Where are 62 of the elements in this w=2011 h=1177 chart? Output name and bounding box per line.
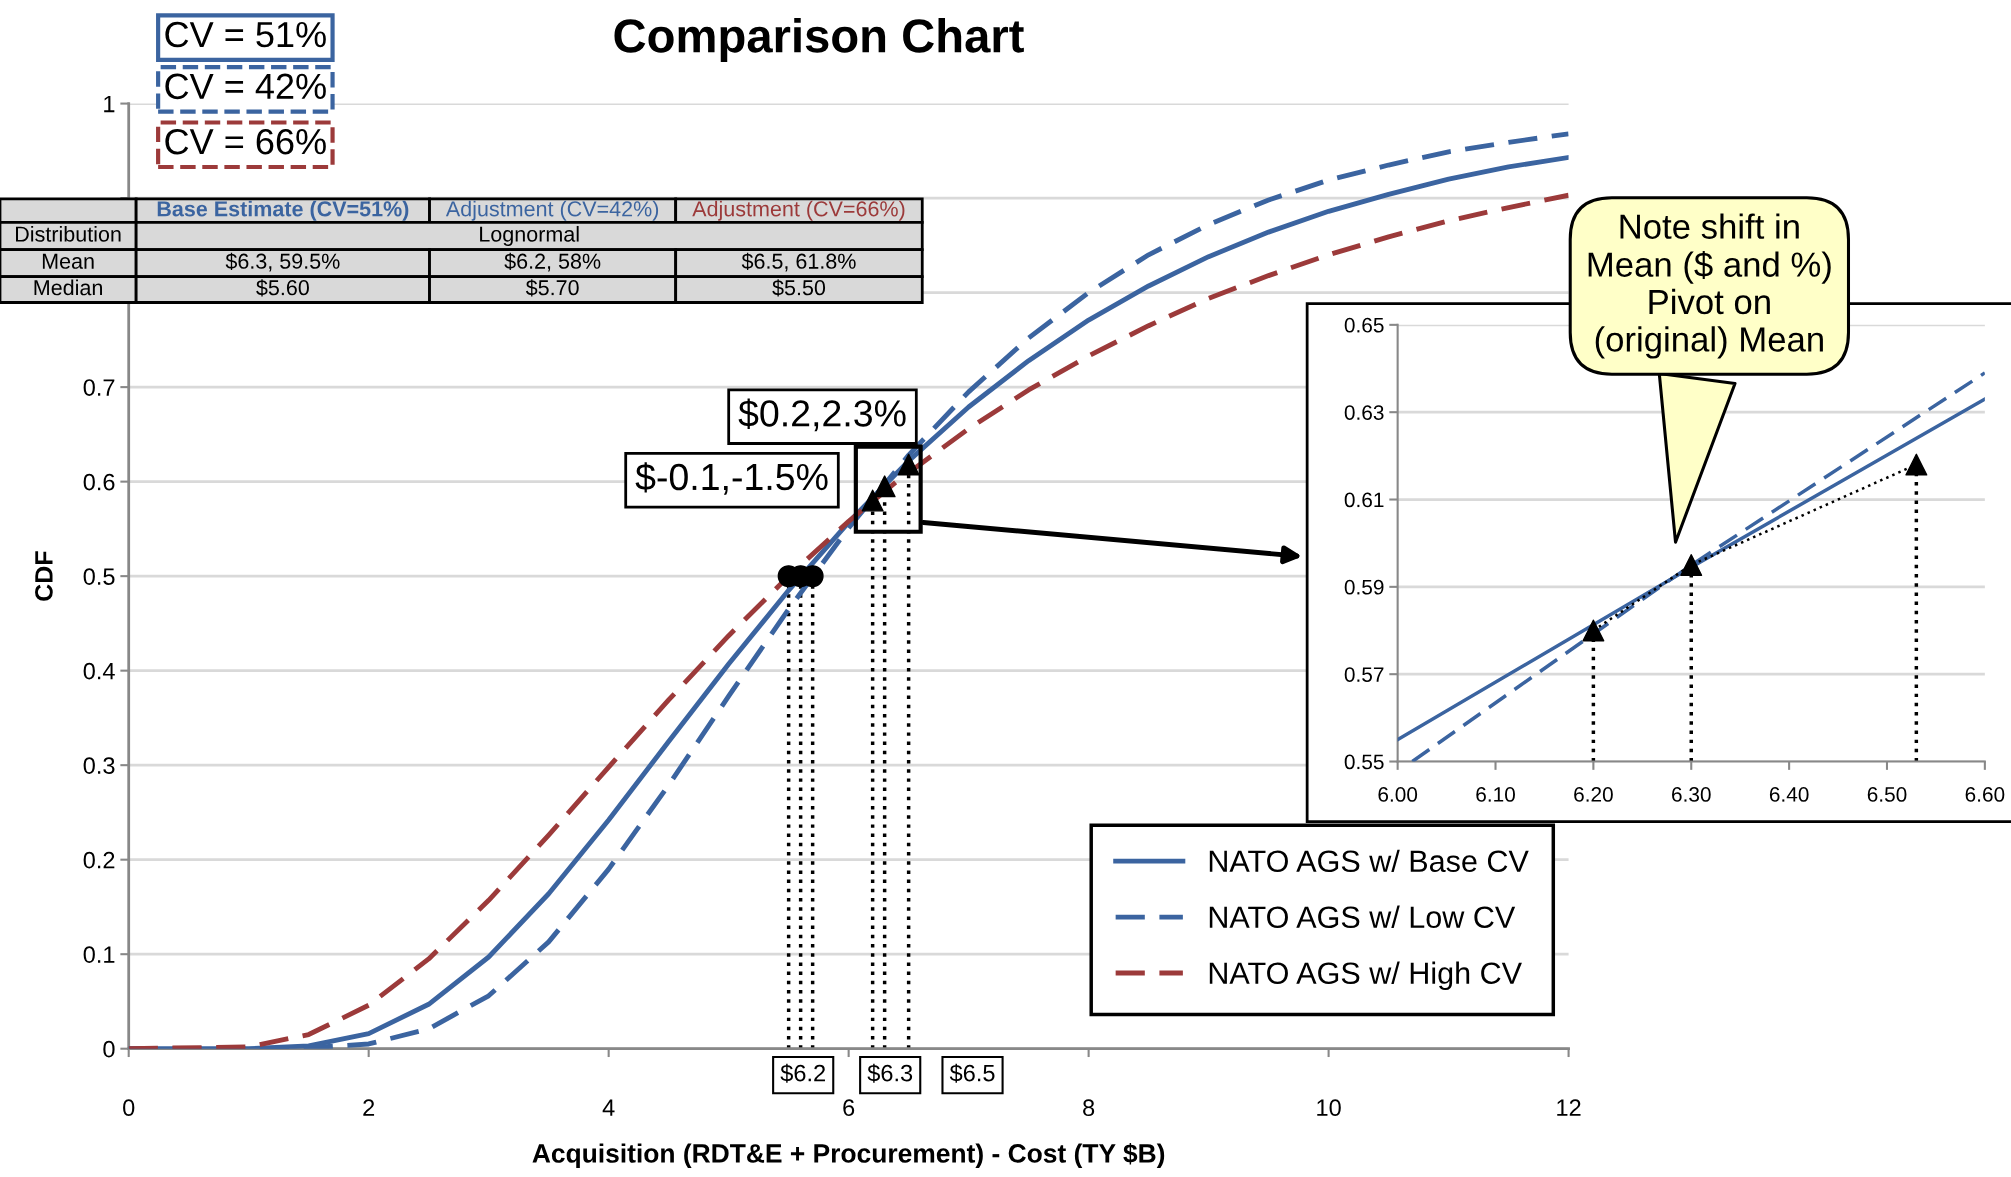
x-tick-label: 10	[1317, 1099, 1341, 1117]
legend-label: NATO AGS w/ Low CV	[1209, 905, 1516, 929]
annotation: $6.3, 59.5%	[225, 252, 340, 272]
x-tick-label: 12	[1557, 1099, 1581, 1116]
annotation: $5.60	[256, 279, 309, 297]
point	[1680, 554, 1703, 577]
y-tick-label: 0.59	[1344, 579, 1384, 595]
x-tick-label: 6	[843, 1099, 855, 1117]
y-tick-label: 0.65	[1344, 317, 1384, 333]
annotation: Base Estimate (CV=51%)	[157, 200, 409, 221]
annotation: $5.70	[525, 279, 579, 297]
y-tick-label: 0.6	[83, 473, 115, 491]
text: CV = 51%	[165, 21, 326, 48]
x-tick-label: 6.00	[1378, 787, 1418, 802]
x-tick-label: 6.10	[1476, 787, 1515, 802]
annotation: Adjustment (CV=42%)	[445, 200, 659, 221]
annotation: $0.2,2.3%	[738, 398, 906, 432]
x-tick-label: 4	[602, 1099, 615, 1116]
y-tick-label: 0.1	[83, 946, 115, 963]
x-tick-label: 0	[123, 1099, 135, 1117]
annotation: $5.50	[772, 279, 826, 297]
y-tick-label: 0.4	[83, 662, 115, 680]
legend-label: NATO AGS w/ High CV	[1209, 961, 1522, 991]
y-axis-title: CDF	[35, 551, 53, 601]
text: Median	[34, 279, 102, 296]
annotation: Lognormal	[480, 225, 579, 247]
annotation: $-0.1,-1.5%	[635, 462, 828, 495]
annotation: $6.5, 61.8%	[741, 252, 856, 272]
y-tick-label: 0.7	[83, 379, 115, 396]
x-tick-label: 6.50	[1867, 787, 1907, 802]
annotation: CV = 66%	[165, 128, 326, 155]
annotation: $6.3	[867, 1063, 913, 1083]
annotation: $6.2, 58%	[504, 252, 601, 272]
x-tick-label: 6.60	[1965, 787, 2005, 802]
text: Mean	[42, 253, 94, 269]
x-axis-title: Acquisition (RDT&E + Procurement) - Cost (TY $B)	[532, 1142, 1165, 1168]
annotation: Adjustment (CV=66%)	[692, 200, 905, 221]
point	[897, 453, 920, 476]
x-tick-label: 2	[363, 1099, 375, 1116]
y-tick-label: 0.63	[1344, 405, 1384, 420]
y-tick-label: 0.55	[1344, 754, 1384, 770]
y-tick-label: 0	[103, 1040, 115, 1058]
point	[1582, 619, 1605, 642]
x-tick-label: 6.20	[1574, 787, 1613, 802]
y-tick-label: 0.5	[83, 568, 115, 585]
x-tick-label: 6.30	[1672, 787, 1711, 802]
y-tick-label: 0.57	[1344, 667, 1384, 682]
chart-title: Comparison Chart	[614, 18, 1024, 63]
y-tick-label: 1	[104, 95, 115, 113]
annotation: Note shift in Mean ($ and %) Pivot on (original) Mean	[1588, 213, 1831, 359]
x-tick-label: 8	[1083, 1099, 1095, 1117]
text: CV = 42%	[165, 73, 326, 100]
y-tick-label: 0.3	[83, 757, 115, 774]
y-tick-label: 0.2	[83, 851, 115, 869]
text: Distribution	[16, 225, 121, 242]
annotation: $6.2	[780, 1063, 825, 1083]
y-tick-label: 0.61	[1344, 492, 1384, 508]
point	[861, 489, 884, 512]
x-tick-label: 6.40	[1769, 787, 1809, 802]
annotation: $6.5	[949, 1063, 995, 1083]
point	[1905, 453, 1928, 476]
legend-label: NATO AGS w/ Base CV	[1209, 849, 1529, 873]
